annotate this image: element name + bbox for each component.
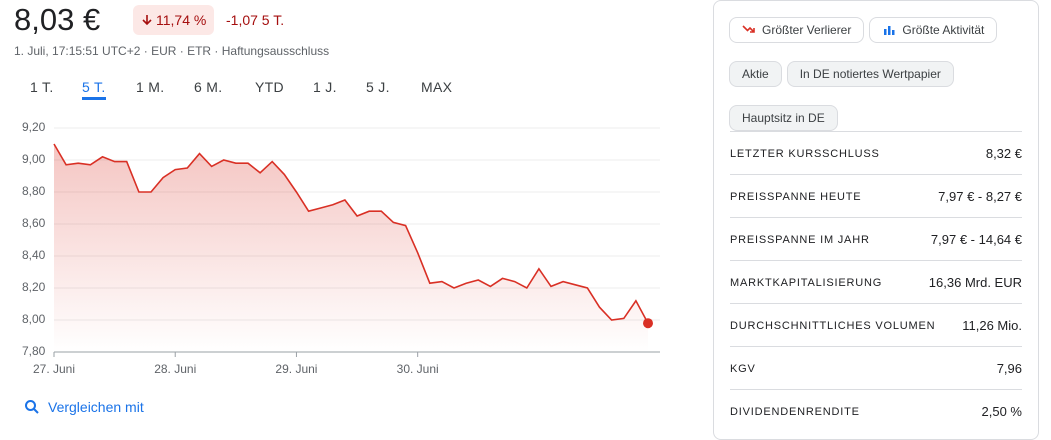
y-tick-label: 8,80 [22, 184, 46, 198]
change-abs: -1,07 5 T. [226, 12, 285, 28]
chip-label: Größte Aktivität [902, 23, 985, 37]
stat-value: 7,97 € - 8,27 € [938, 189, 1022, 204]
stat-value: 7,97 € - 14,64 € [930, 232, 1022, 247]
chip[interactable]: Hauptsitz in DE [729, 105, 838, 131]
chip[interactable]: Aktie [729, 61, 782, 87]
chip[interactable]: Größter Verlierer [729, 17, 865, 43]
chip-icon [882, 23, 896, 37]
stat-value: 8,32 € [985, 146, 1022, 161]
chip-label: Hauptsitz in DE [742, 111, 825, 125]
change-percent: 11,74 % [133, 5, 215, 35]
chip-icon [742, 23, 756, 37]
meta: 1. Juli, 17:15:51 UTC+2 · EUR · ETR · Ha… [14, 44, 330, 58]
tab[interactable]: 5 T. [82, 79, 106, 100]
page: 8,03 € 11,74 % -1,07 5 T. 1. Juli, 17:15… [14, 0, 1039, 440]
tab[interactable]: 1 M. [136, 79, 165, 95]
price: 8,03 € [14, 2, 101, 37]
chip-label: Größter Verlierer [762, 23, 852, 37]
x-tick-label: 30. Juni [397, 362, 439, 376]
stat-row: MARKTKAPITALISIERUNG 16,36 Mrd. EUR [730, 260, 1022, 304]
search-icon [25, 400, 39, 414]
last-point [643, 318, 653, 329]
y-tick-label: 9,20 [22, 120, 46, 134]
y-tick-label: 9,00 [22, 152, 46, 166]
tab[interactable]: MAX [421, 79, 453, 95]
change-percent-text: 11,74 % [156, 12, 207, 28]
compare-text: Vergleichen mit [48, 399, 144, 415]
stat-value: 2,50 % [981, 404, 1022, 419]
x-tick-label: 27. Juni [33, 362, 75, 376]
stat-value: 7,96 [996, 361, 1022, 376]
stat-row: PREISSPANNE HEUTE 7,97 € - 8,27 € [730, 174, 1022, 218]
stat-label: LETZTER KURSSCHLUSS [730, 147, 880, 160]
stat-label: DIVIDENDENRENDITE [730, 405, 860, 418]
chip-label: Aktie [742, 67, 769, 81]
stat-label: KGV [730, 362, 756, 375]
y-tick-label: 8,60 [22, 216, 46, 230]
x-tick-label: 28. Juni [154, 362, 196, 376]
stat-value: 11,26 Mio. [962, 318, 1022, 333]
stat-label: PREISSPANNE IM JAHR [730, 233, 870, 246]
y-tick-label: 7,80 [22, 344, 46, 358]
y-tick-label: 8,20 [22, 280, 46, 294]
chip-label: In DE notiertes Wertpapier [799, 67, 941, 81]
stat-row: PREISSPANNE IM JAHR 7,97 € - 14,64 € [730, 217, 1022, 261]
stat-label: MARKTKAPITALISIERUNG [730, 276, 883, 289]
compare-button[interactable]: Vergleichen mit [24, 399, 144, 415]
tab[interactable]: 5 J. [366, 79, 390, 95]
tab[interactable]: 1 T. [30, 79, 54, 95]
stat-row: KGV 7,96 [730, 346, 1022, 390]
area [54, 144, 648, 352]
stat-label: DURCHSCHNITTLICHES VOLUMEN [730, 319, 936, 332]
stat-row: DURCHSCHNITTLICHES VOLUMEN 11,26 Mio. [730, 303, 1022, 347]
chart: 7,80 8,00 8,20 8,40 8,60 8,80 9,00 9,20 27. Juni… [22, 120, 660, 376]
chips: Größter Verlierer Größte Aktivität Aktie In… [729, 17, 1019, 131]
y-tick-label: 8,40 [22, 248, 46, 262]
tab[interactable]: 6 M. [194, 79, 223, 95]
tab[interactable]: YTD [255, 79, 284, 95]
chip[interactable]: Größte Aktivität [869, 17, 998, 43]
stat-label: PREISSPANNE HEUTE [730, 190, 862, 203]
stat-value: 16,36 Mrd. EUR [928, 275, 1022, 290]
stat-row: LETZTER KURSSCHLUSS 8,32 € [730, 131, 1022, 175]
side-panel: Größter Verlierer Größte Aktivität Aktie In… [713, 0, 1039, 440]
stat-row: DIVIDENDENRENDITE 2,50 % [730, 389, 1022, 433]
line [53, 143, 649, 324]
y-tick-label: 8,00 [22, 312, 46, 326]
tab[interactable]: 1 J. [313, 79, 337, 95]
chip[interactable]: In DE notiertes Wertpapier [786, 61, 954, 87]
x-tick-label: 29. Juni [275, 362, 317, 376]
down-arrow [142, 15, 152, 26]
